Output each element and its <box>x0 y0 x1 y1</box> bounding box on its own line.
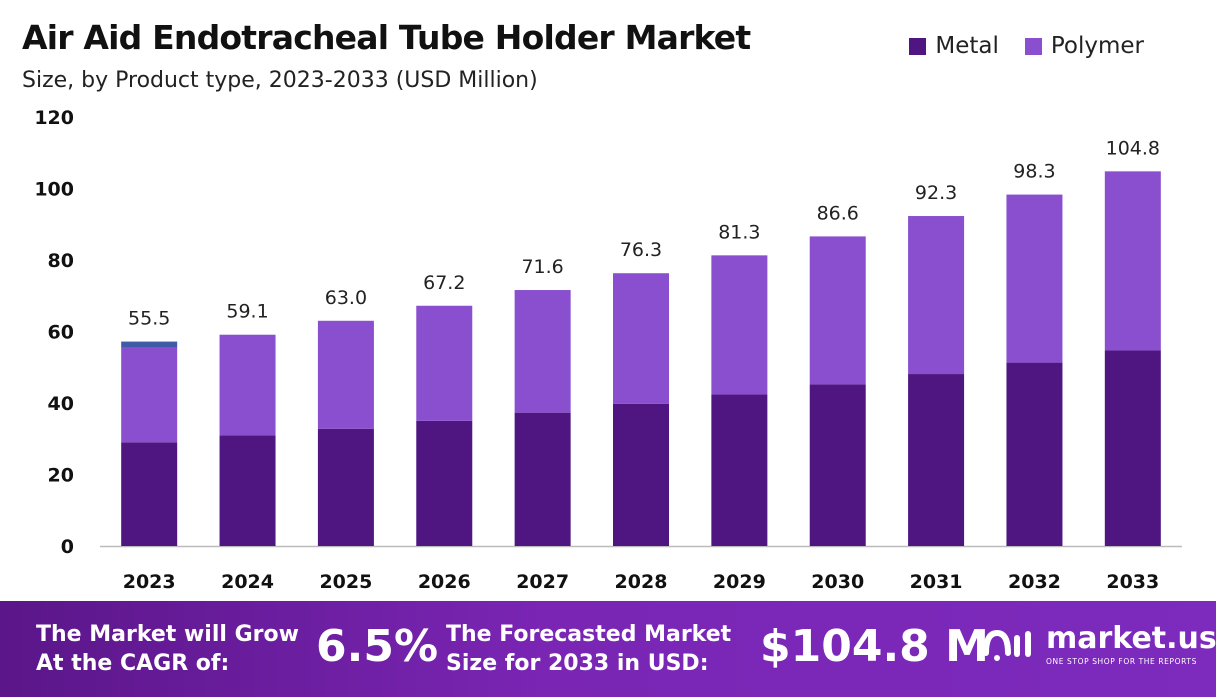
forecast-label: The Forecasted Market Size for 2033 in U… <box>446 620 731 678</box>
legend-item-metal: Metal <box>909 33 999 59</box>
y-tick-label: 0 <box>61 536 74 558</box>
legend-label-polymer: Polymer <box>1050 33 1144 59</box>
bar-metal-2026 <box>416 420 473 546</box>
bar-polymer-2030 <box>809 236 866 385</box>
bar-metal-2029 <box>711 394 768 546</box>
data-label-2023: 55.5 <box>128 308 170 330</box>
bar-polymer-2031 <box>908 216 965 375</box>
bar-metal-2028 <box>613 403 669 546</box>
cagr-label: The Market will Grow At the CAGR of: <box>36 620 299 678</box>
data-label-2033: 104.8 <box>1106 137 1160 159</box>
cagr-value: 6.5% <box>316 621 439 672</box>
bar-polymer-2027 <box>514 290 571 413</box>
brand-name: market.us <box>1046 621 1216 656</box>
bar-polymer-2028 <box>613 273 669 404</box>
bar-metal-2033 <box>1104 350 1161 546</box>
bar-polymer-2032 <box>1006 194 1063 363</box>
legend-label-metal: Metal <box>935 33 999 59</box>
brand-tagline: ONE STOP SHOP FOR THE REPORTS <box>1046 657 1197 666</box>
bar-polymer-2024 <box>219 334 276 436</box>
data-label-2031: 92.3 <box>915 182 957 204</box>
cagr-label-line1: The Market will Grow <box>36 622 299 647</box>
bar-metal-2027 <box>514 412 571 546</box>
bar-polymer-2025 <box>317 320 374 429</box>
data-label-2030: 86.6 <box>817 202 859 224</box>
x-tick-label-2030: 2030 <box>811 571 864 593</box>
cagr-label-line2: At the CAGR of: <box>36 651 230 676</box>
x-tick-label-2029: 2029 <box>713 571 766 593</box>
y-tick-label: 20 <box>48 465 74 487</box>
data-label-2032: 98.3 <box>1013 161 1055 183</box>
bar-metal-2032 <box>1006 362 1063 546</box>
bar-chart: 0 20 40 60 80 100 120 55.5 2023 59.1 2024 63.0 2025 6… <box>34 107 1182 593</box>
chart-legend: Metal Polymer <box>883 33 1144 59</box>
data-label-2025: 63.0 <box>325 287 367 309</box>
x-tick-label-2028: 2028 <box>615 571 668 593</box>
x-tick-label-2033: 2033 <box>1106 571 1159 593</box>
y-tick-label: 120 <box>34 107 74 129</box>
x-tick-label-2023: 2023 <box>123 571 176 593</box>
bar-metal-2024 <box>219 435 276 546</box>
data-label-2028: 76.3 <box>620 239 662 261</box>
forecast-value: $104.8 M <box>760 621 989 672</box>
chart-subtitle: Size, by Product type, 2023-2033 (USD Mi… <box>22 68 538 93</box>
bar-metal-2030 <box>809 384 866 546</box>
bar-polymer-2026 <box>416 305 473 421</box>
y-tick-label: 80 <box>48 250 74 272</box>
bar-polymer-2029 <box>711 255 768 395</box>
legend-item-polymer: Polymer <box>1024 33 1144 59</box>
bar-metal-2023 <box>121 442 178 546</box>
data-label-2027: 71.6 <box>521 256 563 278</box>
data-label-2029: 81.3 <box>718 221 760 243</box>
bar-metal-2025 <box>317 428 374 546</box>
chart-title: Air Aid Endotracheal Tube Holder Market <box>22 18 751 57</box>
legend-swatch-metal <box>909 37 927 55</box>
summary-banner: The Market will Grow At the CAGR of: 6.5… <box>0 601 1216 697</box>
x-tick-label-2026: 2026 <box>418 571 471 593</box>
data-label-2026: 67.2 <box>423 272 465 294</box>
market-us-logo-icon <box>983 629 1031 661</box>
x-tick-label-2025: 2025 <box>319 571 372 593</box>
forecast-label-line2: Size for 2033 in USD: <box>446 651 709 676</box>
y-tick-label: 40 <box>48 393 74 415</box>
y-tick-label: 100 <box>34 179 74 201</box>
x-tick-label-2031: 2031 <box>910 571 963 593</box>
bar-polymer-2023 <box>121 347 178 443</box>
brand-logo: market.us ONE STOP SHOP FOR THE REPORTS <box>980 623 1216 666</box>
bar-polymer-2033 <box>1104 171 1161 351</box>
data-label-2024: 59.1 <box>226 301 268 323</box>
bar-highlight-cap-2023 <box>121 341 178 348</box>
x-tick-label-2032: 2032 <box>1008 571 1061 593</box>
forecast-label-line1: The Forecasted Market <box>446 622 732 647</box>
legend-swatch-polymer <box>1024 37 1042 55</box>
bar-metal-2031 <box>908 374 965 546</box>
y-tick-label: 60 <box>48 322 74 344</box>
x-tick-label-2027: 2027 <box>516 571 569 593</box>
x-tick-label-2024: 2024 <box>221 571 274 593</box>
